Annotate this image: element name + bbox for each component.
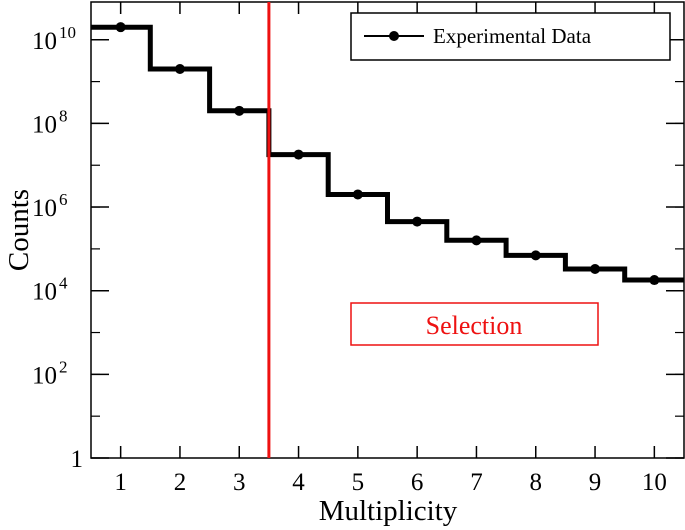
selection-box <box>350 302 599 346</box>
y-tick-exponent: 10 <box>59 23 76 42</box>
y-major-ticks <box>91 39 684 459</box>
y-tick-exponent: 4 <box>59 274 68 293</box>
x-tick-label: 10 <box>642 469 667 496</box>
x-ticks <box>119 2 656 458</box>
data-point <box>590 264 601 275</box>
y-minor-ticks <box>91 39 684 459</box>
x-tick-labels: 1 2 3 4 5 6 7 8 9 10 <box>114 469 666 496</box>
y-tick-label: 10 <box>32 195 57 222</box>
legend-label: Experimental Data <box>433 24 592 48</box>
data-point <box>412 216 423 227</box>
x-tick-label: 9 <box>589 469 602 496</box>
data-point <box>352 189 363 200</box>
y-axis-title: Counts <box>3 189 35 271</box>
y-tick-exponent: 2 <box>59 357 68 376</box>
x-tick-label: 8 <box>530 469 543 496</box>
x-axis-title: Multiplicity <box>319 495 458 527</box>
legend: Experimental Data <box>350 12 671 61</box>
y-tick-label: 10 <box>32 28 57 55</box>
x-tick-label: 1 <box>114 469 127 496</box>
y-tick-exponent: 6 <box>59 190 68 209</box>
x-tick-label: 6 <box>411 469 424 496</box>
x-tick-label: 4 <box>292 469 305 496</box>
data-point <box>115 22 126 33</box>
x-tick-label: 3 <box>233 469 246 496</box>
y-tick-label: 10 <box>32 362 57 389</box>
data-markers <box>115 22 660 286</box>
data-point <box>174 64 185 75</box>
series-step-line <box>91 24 684 283</box>
data-point <box>471 235 482 246</box>
y-tick-label: 10 <box>32 279 57 306</box>
x-tick-label: 2 <box>174 469 187 496</box>
data-point <box>234 105 245 116</box>
selection-annotation: Selection <box>350 302 599 346</box>
y-tick-label: 10 <box>32 111 57 138</box>
data-point <box>530 250 541 261</box>
selection-label: Selection <box>426 311 523 340</box>
x-tick-label: 5 <box>352 469 365 496</box>
legend-marker <box>389 31 399 41</box>
x-tick-label: 7 <box>470 469 483 496</box>
y-tick-exponent: 8 <box>59 106 68 125</box>
data-point <box>649 275 660 286</box>
y-tick-label: 1 <box>71 446 84 473</box>
data-point <box>293 149 304 160</box>
plot-frame <box>90 1 685 459</box>
